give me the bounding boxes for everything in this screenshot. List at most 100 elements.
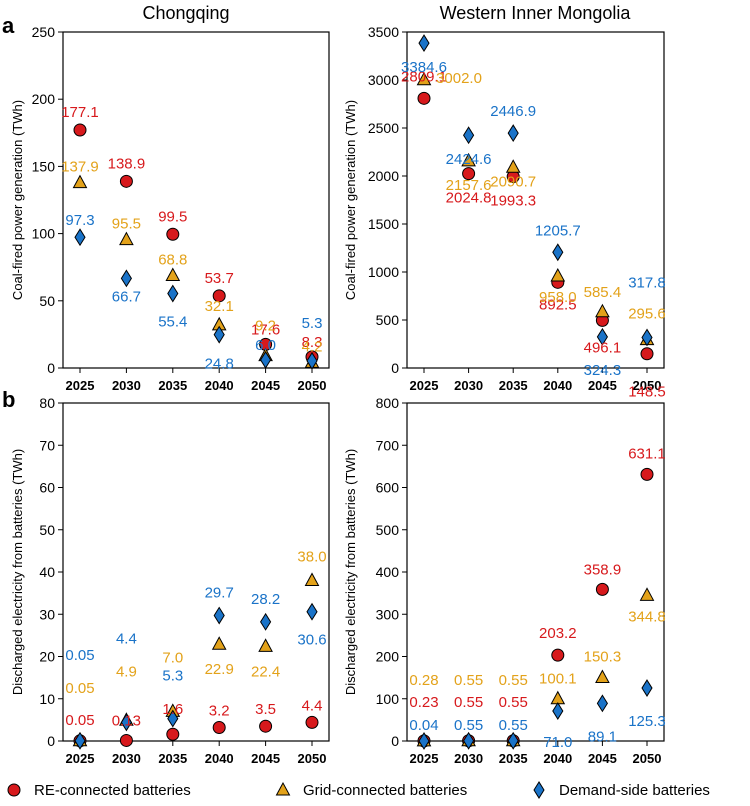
data-label: 358.9 — [584, 561, 622, 578]
data-point — [596, 327, 608, 346]
data-point — [595, 582, 609, 596]
data-point — [507, 124, 519, 143]
legend-item: RE-connected batteries — [7, 782, 191, 799]
data-label: 958.0 — [539, 289, 577, 306]
y-tick-label: 500 — [376, 522, 400, 538]
y-axis-label: Coal-fired power generation (TWh) — [10, 100, 25, 300]
data-point — [418, 732, 430, 750]
data-point — [550, 267, 566, 282]
data-point — [505, 159, 521, 173]
y-axis-label: Discharged electricity from batteries (T… — [10, 449, 25, 695]
y-tick-label: 300 — [376, 606, 400, 622]
data-point — [213, 606, 225, 625]
data-point — [167, 284, 179, 303]
x-tick-label: 2030 — [112, 378, 141, 393]
data-label: 5.3 — [162, 668, 183, 685]
data-label: 0.04 — [409, 717, 438, 734]
data-label: 203.2 — [539, 625, 577, 642]
plot-frame — [62, 31, 330, 369]
x-tick-label: 2030 — [454, 378, 483, 393]
data-point — [416, 71, 432, 86]
data-label: 0.55 — [454, 694, 483, 711]
y-tick-label: 150 — [32, 158, 56, 174]
data-label: 3002.0 — [436, 70, 482, 87]
data-point — [166, 727, 180, 741]
data-label: 1.6 — [162, 701, 183, 718]
x-tick-label: 2025 — [66, 751, 95, 766]
data-point — [212, 720, 226, 734]
plot-frame — [62, 402, 330, 742]
x-tick-label: 2040 — [543, 378, 572, 393]
data-point — [596, 694, 608, 713]
data-label: 344.8 — [628, 608, 666, 625]
y-tick-label: 2500 — [368, 120, 399, 136]
data-label: 892.5 — [539, 296, 577, 313]
data-point — [120, 713, 132, 732]
data-label: 0.55 — [499, 694, 528, 711]
y-tick-label: 3500 — [368, 24, 399, 40]
data-label: 6.0 — [255, 337, 276, 354]
y-tick-label: 100 — [32, 226, 56, 242]
data-point — [595, 669, 610, 683]
y-tick-label: 400 — [376, 564, 400, 580]
data-point — [641, 328, 653, 347]
data-label: 2024.8 — [446, 190, 492, 207]
y-tick-label: 3000 — [368, 72, 399, 88]
x-tick-label: 2050 — [633, 751, 662, 766]
data-label: 22.4 — [251, 663, 280, 680]
legend-item: Demand-side batteries — [533, 781, 710, 799]
series-circle — [417, 91, 654, 361]
data-point — [119, 733, 133, 747]
x-tick-label: 2050 — [298, 751, 327, 766]
x-tick-label: 2050 — [633, 378, 662, 393]
data-label: 4.4 — [302, 697, 323, 714]
data-label: 28.2 — [251, 591, 280, 608]
x-tick-label: 2035 — [499, 751, 528, 766]
data-label: 0.23 — [409, 694, 438, 711]
y-tick-label: 600 — [376, 480, 400, 496]
data-label: 4.2 — [302, 338, 323, 355]
x-tick-label: 2025 — [410, 378, 439, 393]
legend: RE-connected batteries Grid-connected bat… — [7, 781, 710, 799]
column-title-mongolia: Western Inner Mongolia — [440, 3, 632, 23]
data-label: 7.0 — [162, 649, 183, 666]
data-label: 71.0 — [543, 734, 572, 751]
data-point — [417, 91, 431, 105]
data-label: 295.6 — [628, 306, 666, 323]
x-tick-label: 2040 — [205, 751, 234, 766]
data-point — [211, 636, 227, 650]
legend-marker — [533, 781, 545, 799]
data-label: 95.5 — [112, 216, 141, 233]
y-tick-label: 80 — [39, 395, 55, 411]
data-point — [595, 303, 610, 318]
data-label: 30.6 — [297, 632, 326, 649]
data-label: 150.3 — [584, 648, 622, 665]
data-label: 100.1 — [539, 671, 577, 688]
data-label: 68.8 — [158, 252, 187, 269]
data-point — [640, 467, 654, 481]
x-tick-label: 2045 — [251, 378, 280, 393]
data-point — [418, 34, 430, 53]
data-label: 4.9 — [116, 663, 137, 680]
y-tick-label: 70 — [39, 437, 55, 453]
y-tick-label: 100 — [376, 691, 400, 707]
data-label: 317.8 — [628, 274, 666, 291]
data-label: 125.3 — [628, 713, 666, 730]
y-tick-label: 800 — [376, 395, 400, 411]
data-point — [74, 731, 86, 750]
data-label: 5.3 — [302, 315, 323, 332]
data-point — [260, 612, 272, 631]
data-label: 29.7 — [205, 585, 234, 602]
x-tick-label: 2045 — [588, 378, 617, 393]
series-circle — [73, 715, 319, 748]
y-axis-label: Discharged electricity from batteries (T… — [343, 449, 358, 695]
series-triangle — [72, 174, 320, 368]
data-label: 0.55 — [454, 717, 483, 734]
data-label: 324.3 — [584, 362, 622, 379]
data-label: 0.05 — [65, 680, 94, 697]
y-tick-label: 0 — [391, 360, 399, 376]
data-label: 177.1 — [61, 104, 99, 121]
data-point — [120, 269, 132, 288]
x-tick-label: 2025 — [66, 378, 95, 393]
